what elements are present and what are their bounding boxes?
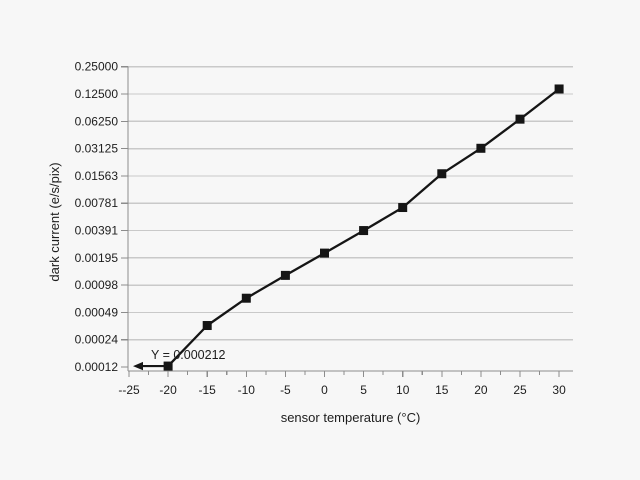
data-point-marker <box>202 321 212 331</box>
y-tick-label: 0.00024 <box>75 333 119 347</box>
y-tick-label: 0.06250 <box>75 114 119 128</box>
y-tick-label: 0.01563 <box>75 169 119 183</box>
x-tick-label: 5 <box>360 383 367 397</box>
x-tick-label: 20 <box>474 383 488 397</box>
y-tick-label: 0.00098 <box>75 278 119 292</box>
y-tick-label: 0.00781 <box>75 196 119 210</box>
data-point-marker <box>320 248 329 258</box>
y-tick-label: 0.00049 <box>75 305 119 319</box>
y-tick-label: 0.00195 <box>75 251 119 265</box>
data-point-marker <box>554 84 564 94</box>
data-point-marker <box>476 143 486 153</box>
x-tick-label: -15 <box>199 383 217 397</box>
y-tick-label: 0.00391 <box>75 224 119 238</box>
series-group <box>163 84 564 371</box>
axes-group: 0.25000 0.12500 0.06250 0.03125 0.01563 0.007… <box>75 60 573 397</box>
x-tick-label: 30 <box>552 383 566 397</box>
x-tick-label: 0 <box>321 383 328 397</box>
annotation-arrow-head <box>133 361 143 371</box>
y-tick-label: 0.03125 <box>75 142 119 156</box>
x-axis-title: sensor temperature (°C) <box>281 410 421 425</box>
y-tick-label: 0.25000 <box>75 60 119 74</box>
x-tick-label: 10 <box>396 383 410 397</box>
x-tick-label: 15 <box>435 383 449 397</box>
data-point-marker <box>515 114 525 124</box>
annotation-arrow-group <box>133 361 169 371</box>
x-tick-label: -10 <box>238 383 256 397</box>
gridlines-group <box>128 66 573 341</box>
x-tick-label: --25 <box>118 383 140 397</box>
y-tick-label: 0.00012 <box>75 360 119 374</box>
y-axis-title: dark current (e/s/pix) <box>47 162 62 281</box>
data-point-marker <box>359 226 369 236</box>
data-point-marker <box>280 270 290 280</box>
x-tick-label: -5 <box>280 383 291 397</box>
x-tick-label: 25 <box>513 383 527 397</box>
y-tick-label: 0.12500 <box>75 87 119 101</box>
data-point-marker <box>437 169 447 179</box>
data-point-marker <box>241 293 251 303</box>
data-point-marker <box>398 203 408 213</box>
x-tick-label: -20 <box>159 383 177 397</box>
annotation-label: Y = 0.000212 <box>151 348 226 362</box>
